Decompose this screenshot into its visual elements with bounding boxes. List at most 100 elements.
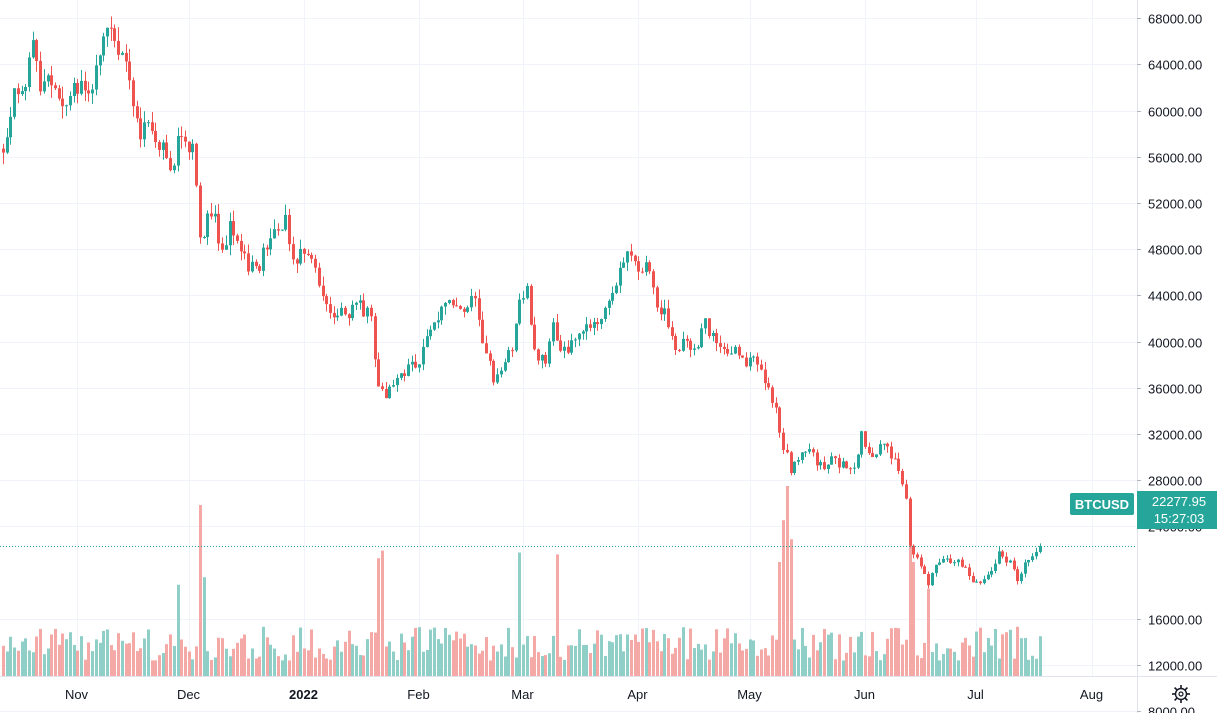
volume-bar — [444, 628, 447, 676]
volume-bar — [307, 650, 310, 676]
candle-body — [478, 298, 481, 320]
volume-bar — [660, 651, 663, 676]
candle-body — [2, 148, 5, 153]
candle-body — [786, 449, 789, 453]
volume-bar — [634, 634, 637, 676]
candle-body — [84, 80, 87, 91]
volume-bar — [392, 651, 395, 676]
volume-bar — [541, 656, 544, 676]
volume-bar — [470, 644, 473, 676]
volume-bar — [266, 637, 269, 676]
volume-bar — [210, 659, 213, 676]
candle-body — [541, 354, 544, 361]
time-axis[interactable]: Nov Dec 2022 Feb Mar Apr May Jun Jul Aug — [65, 687, 1103, 702]
volume-bar — [615, 635, 618, 676]
candle-body — [91, 89, 94, 94]
price-axis-label: 40000.00 — [1148, 336, 1202, 351]
candle-body — [232, 221, 235, 236]
volume-bar — [559, 656, 562, 676]
candle-body — [823, 462, 826, 470]
candle-body — [80, 80, 83, 94]
candle-body — [972, 575, 975, 583]
symbol-badge-label: BTCUSD — [1075, 497, 1129, 512]
candle-body — [712, 332, 715, 337]
volume-bar — [518, 552, 521, 676]
candle-body — [901, 470, 904, 485]
volume-bar — [1005, 632, 1008, 676]
volume-bar — [786, 486, 789, 676]
candle-body — [113, 28, 116, 41]
volume-bar — [143, 638, 146, 676]
volume-bar — [117, 633, 120, 676]
volume-bar — [704, 644, 707, 676]
candle-body — [43, 81, 46, 92]
volume-bar — [459, 638, 462, 676]
candle-body — [54, 85, 57, 89]
volume-bar — [154, 660, 157, 676]
volume-bar — [593, 643, 596, 676]
volume-bar — [797, 649, 800, 676]
volume-bar — [203, 577, 206, 676]
volume-bar — [165, 644, 168, 676]
volume-bar — [1013, 658, 1016, 676]
volume-bar — [348, 630, 351, 676]
volume-bar — [247, 658, 250, 676]
volume-bar — [987, 637, 990, 676]
volume-bar — [177, 584, 180, 676]
volume-bar — [1020, 638, 1023, 676]
settings-gear-icon[interactable] — [1172, 685, 1190, 703]
candle-body — [281, 229, 284, 231]
candle-body — [359, 300, 362, 303]
candle-body — [708, 318, 711, 337]
price-axis-label: 8000.00 — [1148, 705, 1195, 713]
volume-bar — [515, 657, 518, 676]
price-axis-label: 44000.00 — [1148, 289, 1202, 304]
candle-body — [697, 347, 700, 349]
volume-bar — [764, 648, 767, 676]
candle-body — [1039, 546, 1042, 552]
candle-body — [188, 141, 191, 153]
volume-bar — [890, 628, 893, 676]
price-axis-label: 32000.00 — [1148, 428, 1202, 443]
volume-bar — [195, 646, 198, 676]
volume-bar — [43, 654, 46, 676]
volume-bar — [340, 651, 343, 676]
volume-bar — [756, 655, 759, 676]
volume-bar — [511, 647, 514, 676]
candle-body — [827, 464, 830, 470]
candle-body — [723, 346, 726, 350]
candle-body — [1016, 569, 1019, 582]
candle-body — [700, 328, 703, 348]
volume-bar — [188, 651, 191, 676]
candle-body — [957, 559, 960, 563]
price-axis[interactable]: 8000.0012000.0016000.0024000.0028000.003… — [1137, 12, 1202, 713]
candle-body — [6, 137, 9, 153]
candle-body — [229, 221, 232, 246]
candle-body — [611, 292, 614, 301]
volume-bar — [255, 658, 258, 676]
volume-bar — [830, 632, 833, 676]
countdown-label: 15:27:03 — [1154, 511, 1205, 526]
candle-body — [191, 143, 194, 153]
candle-body — [414, 361, 417, 368]
volume-bar — [422, 651, 425, 676]
volume-bar — [905, 639, 908, 676]
candle-body — [641, 271, 644, 273]
candle-body — [894, 458, 897, 460]
volume-bar — [28, 650, 31, 676]
candle-body — [87, 90, 90, 94]
volume-bar — [191, 659, 194, 676]
candle-body — [452, 300, 455, 306]
volume-bar — [708, 659, 711, 676]
volume-bar — [778, 562, 781, 676]
candle-body — [65, 105, 68, 107]
volume-bar — [21, 641, 24, 676]
volume-bar — [745, 648, 748, 676]
volume-bar — [645, 628, 648, 676]
volume-bar — [229, 656, 232, 676]
volume-bar — [804, 645, 807, 676]
volume-bar — [726, 628, 729, 676]
volume-bar — [403, 642, 406, 676]
